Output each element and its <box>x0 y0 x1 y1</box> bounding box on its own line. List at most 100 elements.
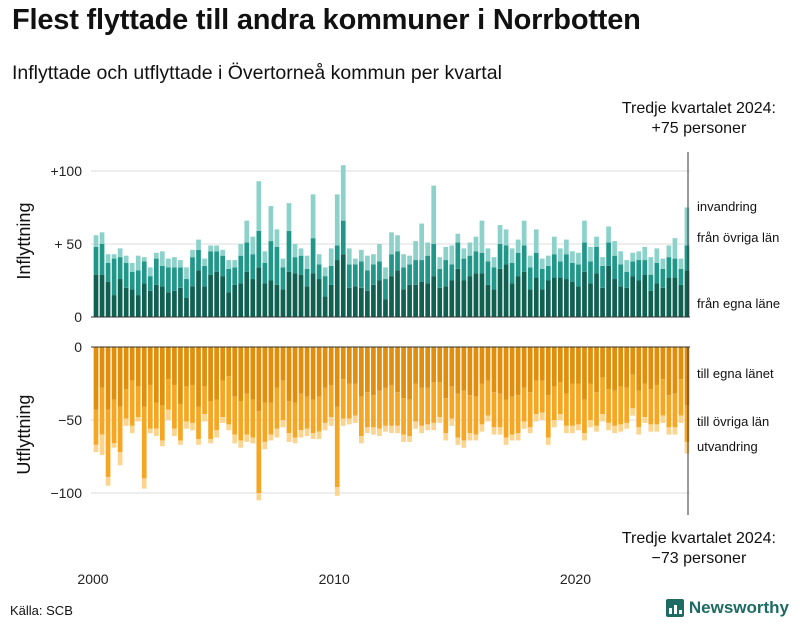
bar-inflow-invandring <box>160 251 165 266</box>
bar-inflow-egna <box>316 279 322 317</box>
bar-outflow-ovriga <box>334 406 340 488</box>
bar-inflow-invandring <box>238 244 244 256</box>
bar-inflow-invandring <box>678 258 684 269</box>
bar-inflow-invandring <box>612 241 617 256</box>
bar-outflow-ovriga <box>232 396 238 435</box>
bar-outflow-ovriga <box>208 401 213 439</box>
bar-inflow-ovriga <box>612 255 617 280</box>
bar-outflow-ovriga <box>117 406 123 453</box>
bar-outflow-ovriga <box>196 406 201 439</box>
bar-outflow-egna <box>256 347 262 412</box>
bar-outflow-egna <box>166 347 171 380</box>
bar-inflow-invandring <box>250 236 256 255</box>
bar-outflow-utvandring <box>521 421 527 429</box>
bar-outflow-egna <box>521 347 527 388</box>
bar-outflow-ovriga <box>280 380 286 420</box>
bar-outflow-utvandring <box>166 409 171 420</box>
bar-outflow-utvandring <box>365 427 370 434</box>
bar-outflow-ovriga <box>190 384 195 423</box>
bar-outflow-ovriga <box>419 387 424 426</box>
bar-inflow-invandring <box>461 248 467 259</box>
bar-inflow-ovriga <box>359 261 364 288</box>
bar-inflow-invandring <box>232 260 238 268</box>
bar-inflow-egna <box>166 292 171 317</box>
bar-inflow-egna <box>564 279 569 317</box>
bar-inflow-ovriga <box>286 230 292 272</box>
bar-inflow-ovriga <box>232 267 238 285</box>
bar-inflow-egna <box>491 289 497 317</box>
bar-inflow-egna <box>304 286 310 317</box>
bar-outflow-utvandring <box>527 427 533 434</box>
bar-outflow-ovriga <box>214 399 219 431</box>
bar-outflow-egna <box>244 347 250 394</box>
bar-inflow-ovriga <box>545 265 551 281</box>
bar-inflow-invandring <box>503 229 509 246</box>
bar-inflow-egna <box>594 273 599 317</box>
bar-inflow-ovriga <box>190 257 195 287</box>
bar-outflow-utvandring <box>135 417 141 422</box>
bar-outflow-ovriga <box>328 384 334 418</box>
brand-logo[interactable]: Newsworthy <box>665 598 789 618</box>
bar-inflow-invandring <box>334 194 340 246</box>
bar-inflow-egna <box>600 287 605 317</box>
bar-inflow-ovriga <box>304 268 310 287</box>
bar-inflow-invandring <box>274 229 280 247</box>
bar-outflow-egna <box>425 347 431 388</box>
bar-inflow-ovriga <box>455 242 461 269</box>
bar-inflow-invandring <box>558 248 563 262</box>
bar-outflow-egna <box>153 347 159 403</box>
bar-outflow-egna <box>600 347 605 378</box>
bar-outflow-utvandring <box>226 424 232 431</box>
bar-inflow-ovriga <box>479 252 485 274</box>
bar-outflow-ovriga <box>153 402 159 429</box>
bar-outflow-utvandring <box>485 415 491 422</box>
bar-outflow-utvandring <box>564 425 569 434</box>
bar-outflow-ovriga <box>545 395 551 438</box>
bar-outflow-ovriga <box>274 387 280 429</box>
bar-inflow-egna <box>684 270 690 317</box>
bar-inflow-ovriga <box>135 270 141 296</box>
bar-outflow-egna <box>648 347 654 390</box>
bar-outflow-ovriga <box>292 402 298 438</box>
bar-inflow-egna <box>545 280 551 317</box>
bar-outflow-utvandring <box>407 436 412 442</box>
bar-outflow-egna <box>298 347 304 394</box>
bar-outflow-egna <box>274 347 280 388</box>
bar-inflow-invandring <box>684 207 690 246</box>
bar-outflow-egna <box>479 347 485 384</box>
bar-outflow-ovriga <box>533 380 539 415</box>
bar-outflow-ovriga <box>515 395 521 434</box>
x-tick-label: 2010 <box>319 571 350 587</box>
bar-outflow-utvandring <box>648 424 654 432</box>
bar-outflow-egna <box>606 347 611 390</box>
bar-outflow-ovriga <box>346 383 352 419</box>
bar-inflow-ovriga <box>401 267 406 290</box>
bar-inflow-ovriga <box>292 257 298 274</box>
bar-inflow-ovriga <box>328 265 334 285</box>
bar-inflow-egna <box>286 271 292 317</box>
bar-inflow-egna <box>648 290 654 317</box>
bar-outflow-egna <box>196 347 201 407</box>
bar-inflow-egna <box>274 284 280 317</box>
bar-outflow-utvandring <box>425 424 431 431</box>
bar-inflow-ovriga <box>449 264 455 281</box>
bar-outflow-utvandring <box>250 437 256 444</box>
bar-outflow-ovriga <box>521 387 527 422</box>
bar-outflow-ovriga <box>160 405 165 441</box>
bar-inflow-ovriga <box>678 268 684 285</box>
bar-outflow-ovriga <box>244 393 250 435</box>
bar-outflow-ovriga <box>636 390 642 428</box>
bar-inflow-egna <box>178 287 183 317</box>
bar-outflow-utvandring <box>117 452 123 466</box>
bar-outflow-egna <box>539 347 545 381</box>
bar-inflow-ovriga <box>576 264 581 287</box>
bar-outflow-egna <box>419 347 424 388</box>
series-label-inflow: invandring <box>697 199 757 214</box>
callout-inflow-period: Tredje kvartalet 2024: <box>621 100 776 117</box>
brand-name: Newsworthy <box>688 598 789 617</box>
y-tick-label: −100 <box>50 485 82 501</box>
bar-inflow-ovriga <box>437 268 443 288</box>
bar-outflow-egna <box>666 347 672 396</box>
bar-inflow-ovriga <box>660 268 666 288</box>
bar-inflow-egna <box>618 286 623 317</box>
